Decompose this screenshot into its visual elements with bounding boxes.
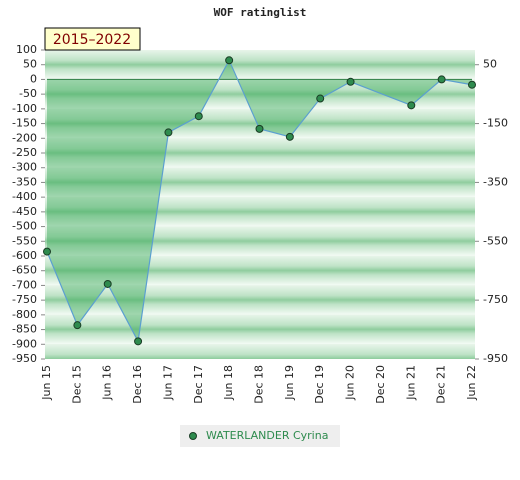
point [164,128,173,137]
y-tick-label: 100 [16,43,37,56]
x-tick-label: Dec 19 [313,365,326,404]
x-tick-label: Jun 16 [101,365,114,401]
y-tick-label: -200 [12,131,37,144]
y-tick-label: -850 [12,323,37,336]
y-tick-label: 0 [30,72,37,85]
y-tick-label: -250 [12,146,37,159]
point [225,56,234,65]
annotation: 2015–2022 [53,32,131,48]
y-tick-label: -550 [12,234,37,247]
x-tick-label: Jun 15 [40,365,53,401]
y-tick-label: -300 [12,161,37,174]
area [47,60,472,342]
y-tick-label: 50 [23,58,37,71]
y-tick-label: -650 [12,264,37,277]
x-tick-label: Jun 20 [344,365,357,401]
y2-tick-label: -550 [483,234,508,247]
y-tick-label: -700 [12,278,37,291]
x-tick-label: Dec 20 [374,365,387,404]
point [194,112,203,121]
y-tick-label: -400 [12,190,37,203]
y-tick-label: -100 [12,102,37,115]
plot-background [45,50,475,359]
y2-tick-label: 50 [483,58,497,71]
y-tick-label: -150 [12,117,37,130]
y-tick-label: -350 [12,175,37,188]
point [468,80,476,89]
point [316,94,325,103]
point [73,321,82,330]
y-tick-label: -500 [12,220,37,233]
point [103,279,112,288]
y2-tick-label: -750 [483,293,508,306]
y-tick-label: -800 [12,308,37,321]
x-tick-label: Jun 19 [283,365,296,401]
y-tick-label: -450 [12,205,37,218]
annotation-box [44,27,141,51]
y-tick-label: -50 [19,87,37,100]
y2-tick-label: -150 [483,117,508,130]
point [407,101,416,110]
point [134,337,143,346]
y-tick-label: -950 [12,352,37,365]
point [43,247,51,256]
x-tick-label: Dec 15 [70,365,83,404]
line [46,58,473,344]
point [437,75,446,84]
x-tick-label: Dec 18 [253,365,266,404]
legend-label: WATERLANDER Cyrina [206,429,328,442]
y2-tick-label: -350 [483,175,508,188]
point [285,132,294,141]
y-tick-label: -900 [12,337,37,350]
legend-box [180,425,340,447]
point [255,124,264,133]
x-tick-label: Dec 21 [435,365,448,404]
x-tick-label: Jun 22 [465,365,478,401]
x-tick-label: Jun 18 [222,365,235,401]
y2-tick-label: -950 [483,352,508,365]
chart-title: WOF ratinglist [214,6,307,19]
y-tick-label: -750 [12,293,37,306]
legend-marker [189,432,197,440]
x-tick-label: Dec 16 [131,365,144,404]
point [346,77,355,86]
x-tick-label: Jun 17 [161,365,174,401]
x-tick-label: Dec 17 [192,365,205,404]
x-tick-label: Jun 21 [404,365,417,401]
y-tick-label: -600 [12,249,37,262]
